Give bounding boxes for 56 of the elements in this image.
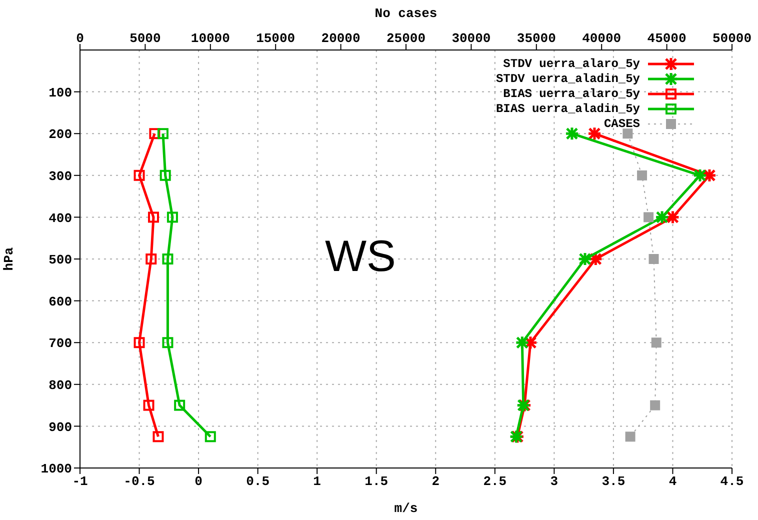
point	[143, 400, 154, 411]
y-tick-label: 100	[48, 85, 72, 100]
x2-tick-label: 45000	[647, 31, 686, 46]
x-tick-label: 3.5	[602, 474, 626, 490]
point	[162, 337, 174, 348]
x2-tick-label: 35000	[516, 31, 556, 46]
x-tick-label: 2.5	[483, 474, 507, 490]
x-tick-label: 1	[313, 474, 322, 490]
legend-label: CASES	[604, 116, 640, 130]
x2-tick-label: 20000	[321, 31, 360, 46]
y-tick-label: 800	[48, 378, 72, 394]
point	[134, 170, 145, 181]
x-tick-label: 3	[550, 474, 558, 490]
x-tick-label: 1.5	[364, 474, 388, 490]
x-axis-title: m/s	[394, 501, 418, 516]
y-tick-label: 600	[48, 294, 72, 310]
y-tick-label: 200	[48, 127, 72, 142]
x-tick-label: 0.5	[246, 474, 270, 490]
x-tick-label: 4.5	[720, 474, 744, 490]
legend-label: BIAS uerra_alaro_5y	[503, 86, 640, 100]
point	[160, 170, 171, 181]
x-tick-label: 4	[668, 474, 677, 490]
y-tick-label: 1000	[40, 462, 72, 477]
point	[148, 212, 159, 223]
y-tick-label: 400	[48, 210, 72, 226]
y-tick-label: 300	[48, 169, 72, 184]
point	[152, 431, 164, 442]
y-axis-title: hPa	[2, 247, 17, 271]
x2-tick-label: 15000	[256, 31, 296, 46]
point	[157, 128, 168, 140]
point	[134, 337, 145, 348]
x2-tick-label: 5000	[130, 31, 161, 46]
point	[174, 400, 186, 411]
x-tick-label: -0.5	[124, 474, 156, 490]
y-tick-label: 500	[48, 252, 72, 268]
x-tick-label: 2	[432, 474, 440, 490]
x2-tick-label: 10000	[190, 31, 230, 46]
x2-tick-label: 30000	[452, 31, 491, 46]
x-tick-label: 0	[194, 474, 203, 490]
x2-axis-title: No cases	[374, 6, 438, 22]
y-tick-label: 700	[48, 336, 72, 352]
legend-label: STDV uerra_alaro_5y	[503, 56, 640, 70]
point	[204, 431, 216, 442]
annotation: WS	[325, 232, 396, 282]
x-tick-label: -1	[72, 474, 88, 490]
point	[149, 128, 160, 140]
x2-tick-label: 40000	[582, 31, 622, 46]
x2-tick-label: 0	[76, 31, 84, 46]
x2-tick-label: 50000	[712, 31, 752, 46]
legend-label: STDV uerra_aladin_5y	[496, 72, 640, 86]
point	[146, 254, 157, 264]
x2-tick-label: 25000	[386, 31, 426, 46]
point	[162, 254, 174, 264]
legend-label: BIAS uerra_aladin_5y	[496, 102, 640, 116]
y-tick-label: 900	[48, 420, 72, 435]
point	[166, 212, 178, 223]
